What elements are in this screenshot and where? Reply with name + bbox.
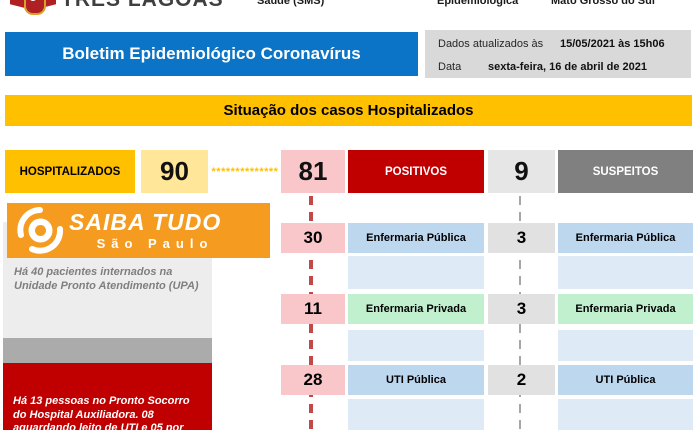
date-value: sexta-feira, 16 de abril de 2021	[488, 61, 647, 73]
positive-count-uti-publica: 28	[281, 365, 345, 395]
saiba-tudo-title: SAIBA TUDO	[69, 209, 222, 235]
header-dept-label: Saúde (SMS)	[257, 0, 325, 7]
spacer-row	[558, 256, 693, 289]
updated-value: 15/05/2021 às 15h06	[560, 38, 665, 50]
spacer-row	[348, 330, 484, 361]
suspect-label-enfermaria-privada: Enfermaria Privada	[558, 294, 693, 324]
updated-label: Dados atualizados às	[438, 38, 544, 50]
city-name: TRÊS LAGOAS	[61, 0, 224, 12]
pronto-socorro-note-text: Há 13 pessoas no Pronto Socorro do Hospi…	[13, 395, 190, 430]
section-title: Situação dos casos Hospitalizados	[223, 102, 474, 119]
update-info-box: Dados atualizados às 15/05/2021 às 15h06…	[425, 30, 691, 78]
stars-separator: **************	[212, 150, 278, 193]
saiba-tudo-subtitle: São Paulo	[96, 236, 214, 251]
saiba-tudo-logo: SAIBA TUDO São Paulo	[7, 203, 270, 258]
suspect-count-enfermaria-publica: 3	[488, 223, 555, 253]
divider-bar	[3, 338, 212, 363]
positive-label-uti-publica: UTI Pública	[348, 365, 484, 395]
suspects-total-value: 9	[488, 150, 555, 193]
positive-count-enfermaria-publica: 30	[281, 223, 345, 253]
spacer-row	[558, 399, 693, 430]
date-label: Data	[438, 61, 462, 73]
positives-total-value: 81	[281, 150, 345, 193]
suspect-count-uti-publica: 2	[488, 365, 555, 395]
hospitalized-label-box: HOSPITALIZADOS	[5, 150, 135, 193]
positive-label-enfermaria-privada: Enfermaria Privada	[348, 294, 484, 324]
section-banner: Situação dos casos Hospitalizados	[5, 95, 692, 126]
positive-label-enfermaria-publica: Enfermaria Pública	[348, 223, 484, 253]
top-header-strip: TRÊS LAGOAS Saúde (SMS) Epidemiológica M…	[0, 0, 697, 15]
bulletin-title-banner: Boletim Epidemiológico Coronavírus	[5, 32, 418, 76]
header-state-label: Mato Grosso do Sul	[551, 0, 655, 7]
suspect-label-uti-publica: UTI Pública	[558, 365, 693, 395]
pronto-socorro-panel	[3, 363, 212, 430]
suspect-label-enfermaria-publica: Enfermaria Pública	[558, 223, 693, 253]
spacer-row	[558, 330, 693, 361]
suspect-count-enfermaria-privada: 3	[488, 294, 555, 324]
spacer-row	[348, 256, 484, 289]
city-crest-icon	[10, 0, 56, 15]
hospitalized-total-value: 90	[141, 150, 208, 193]
upa-note-text: Há 40 pacientes internados na Unidade Pr…	[14, 266, 199, 292]
positives-label-box: POSITIVOS	[348, 150, 484, 193]
suspects-label-box: SUSPEITOS	[558, 150, 693, 193]
positive-count-enfermaria-privada: 11	[281, 294, 345, 324]
bulletin-title: Boletim Epidemiológico Coronavírus	[62, 44, 361, 63]
spacer-row	[348, 399, 484, 430]
saiba-tudo-swirl-icon	[17, 207, 64, 254]
header-surveillance-label: Epidemiológica	[437, 0, 519, 7]
